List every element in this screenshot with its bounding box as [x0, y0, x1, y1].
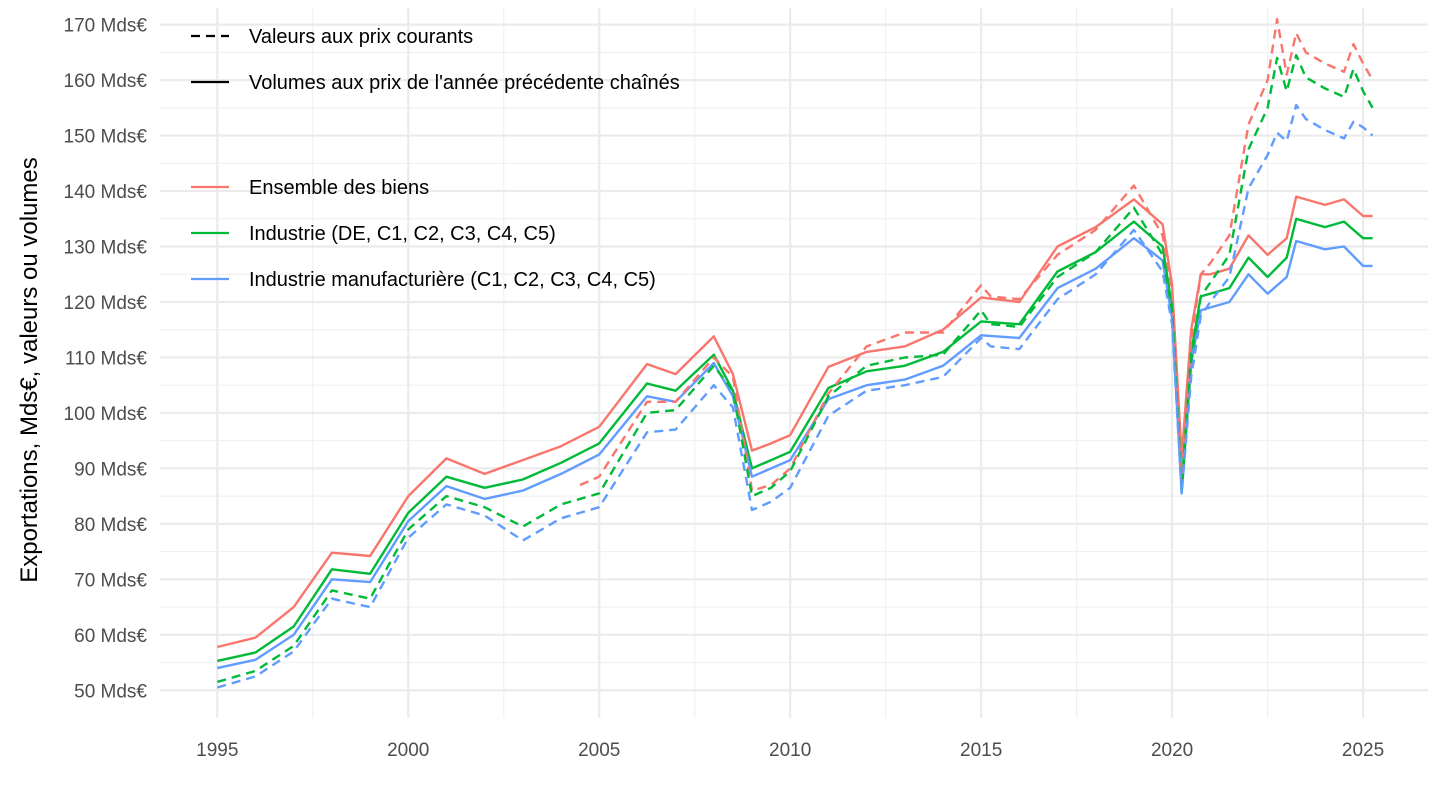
y-tick-label: 150 Mds€: [64, 127, 148, 148]
y-tick-label: 50 Mds€: [74, 681, 147, 702]
grid: [160, 8, 1428, 718]
y-tick-label: 110 Mds€: [65, 348, 147, 369]
y-tick-label: 130 Mds€: [64, 238, 148, 259]
y-tick-label: 170 Mds€: [64, 16, 148, 37]
legend-label-industrie: Industrie (DE, C1, C2, C3, C4, C5): [249, 223, 556, 245]
series-lines: [216, 17, 1374, 689]
legend-label-current-prices: Valeurs aux prix courants: [249, 26, 473, 48]
series-line-3: [579, 17, 1374, 492]
y-tick-label: 70 Mds€: [74, 570, 147, 591]
series-line-0: [217, 195, 1373, 649]
y-tick-label: 160 Mds€: [64, 71, 148, 92]
series-line-5: [216, 103, 1374, 689]
linetype-legend: Valeurs aux prix courants Volumes aux pr…: [191, 26, 680, 94]
x-tick-label: 2010: [769, 740, 811, 761]
color-legend: Ensemble des biens Industrie (DE, C1, C2…: [191, 177, 656, 291]
x-tick-label: 2005: [578, 740, 620, 761]
x-tick-label: 2020: [1151, 740, 1193, 761]
series-line-4: [216, 53, 1374, 684]
y-tick-label: 80 Mds€: [74, 515, 147, 536]
y-axis: 50 Mds€ 60 Mds€ 70 Mds€ 80 Mds€ 90 Mds€ 100 M…: [64, 16, 148, 703]
legend-label-ensemble: Ensemble des biens: [249, 177, 429, 199]
x-tick-label: 2025: [1342, 740, 1384, 761]
legend-label-chained-volumes: Volumes aux prix de l'année précédente c…: [249, 72, 680, 94]
x-axis: 1995 2000 2005 2010 2015 2020 2025: [196, 740, 1384, 761]
y-axis-title: Exportations, Mds€, valeurs ou volumes: [16, 157, 43, 583]
legend: Valeurs aux prix courants Volumes aux pr…: [191, 26, 680, 291]
x-tick-label: 1995: [196, 740, 238, 761]
y-tick-label: 120 Mds€: [64, 293, 148, 314]
series-line-1: [217, 217, 1373, 663]
series-line-2: [217, 236, 1373, 670]
y-tick-label: 100 Mds€: [64, 404, 148, 425]
legend-label-manufacturiere: Industrie manufacturière (C1, C2, C3, C4…: [249, 269, 656, 291]
y-tick-label: 60 Mds€: [74, 626, 147, 647]
y-tick-label: 90 Mds€: [74, 459, 147, 480]
x-tick-label: 2015: [960, 740, 1002, 761]
x-tick-label: 2000: [387, 740, 429, 761]
y-tick-label: 140 Mds€: [64, 182, 148, 203]
